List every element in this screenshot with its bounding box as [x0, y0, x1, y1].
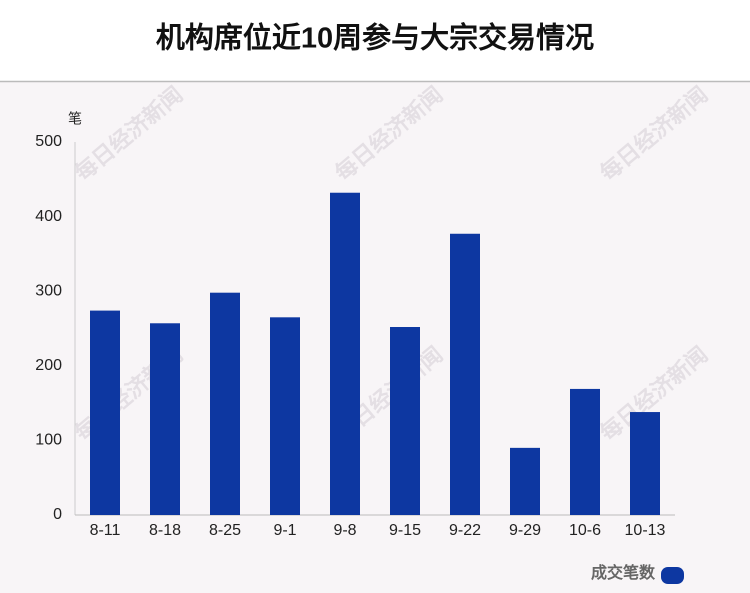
x-tick-label: 8-25: [209, 522, 241, 539]
x-tick-label: 9-1: [273, 522, 296, 539]
bar: [570, 388, 600, 515]
bar: [390, 327, 420, 515]
x-tick-label: 9-29: [509, 522, 541, 539]
bar: [510, 447, 540, 515]
x-tick-label: 9-22: [449, 522, 481, 539]
y-tick-label: 0: [53, 506, 62, 523]
x-tick-label: 8-11: [90, 522, 121, 539]
y-tick-label: 400: [35, 208, 62, 225]
bar: [330, 192, 360, 515]
y-tick-label: 100: [35, 432, 62, 449]
y-tick-label: 500: [35, 133, 62, 150]
y-tick-label: 300: [35, 282, 62, 299]
title-band: [0, 0, 750, 81]
bar: [90, 310, 120, 515]
legend-label: 成交笔数: [591, 563, 656, 582]
bar: [270, 317, 300, 515]
chart-title: 机构席位近10周参与大宗交易情况: [156, 21, 594, 55]
bar: [210, 292, 240, 515]
y-tick-label: 200: [35, 357, 62, 374]
x-tick-label: 8-18: [149, 522, 181, 539]
x-tick-label: 10-13: [625, 522, 666, 539]
bar: [150, 323, 180, 515]
x-tick-label: 9-8: [333, 522, 356, 539]
x-tick-label: 10-6: [569, 522, 601, 539]
bar: [630, 412, 660, 515]
y-axis-label: 笔: [68, 111, 82, 127]
bar: [450, 233, 480, 515]
legend-swatch: [661, 567, 684, 584]
x-tick-label: 9-15: [389, 522, 421, 539]
